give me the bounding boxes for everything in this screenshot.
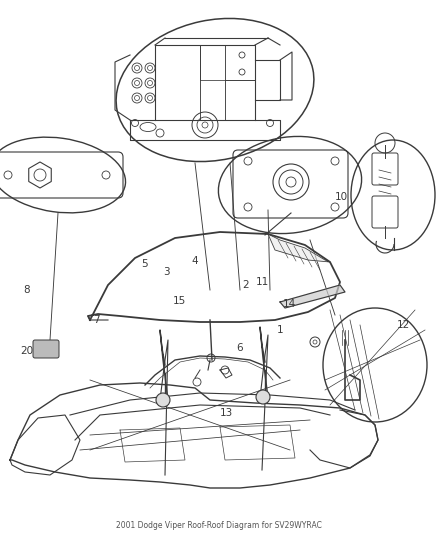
Circle shape: [156, 393, 170, 407]
Text: 1: 1: [277, 326, 284, 335]
FancyBboxPatch shape: [33, 340, 59, 358]
Text: 3: 3: [163, 267, 170, 277]
Polygon shape: [268, 234, 330, 262]
Text: 10: 10: [335, 192, 348, 202]
Text: 5: 5: [141, 259, 148, 269]
Text: 4: 4: [191, 256, 198, 266]
Text: 11: 11: [256, 278, 269, 287]
Text: 7: 7: [93, 315, 100, 325]
Text: 13: 13: [220, 408, 233, 418]
Text: 14: 14: [283, 299, 296, 309]
Circle shape: [256, 390, 270, 404]
Text: 6: 6: [237, 343, 244, 353]
Polygon shape: [280, 285, 345, 308]
Text: 20: 20: [21, 346, 34, 356]
Text: 2: 2: [242, 280, 249, 290]
Text: 12: 12: [396, 320, 410, 330]
Text: 8: 8: [23, 286, 30, 295]
Text: 2001 Dodge Viper Roof-Roof Diagram for SV29WYRAC: 2001 Dodge Viper Roof-Roof Diagram for S…: [116, 521, 322, 529]
Text: 15: 15: [173, 296, 186, 306]
